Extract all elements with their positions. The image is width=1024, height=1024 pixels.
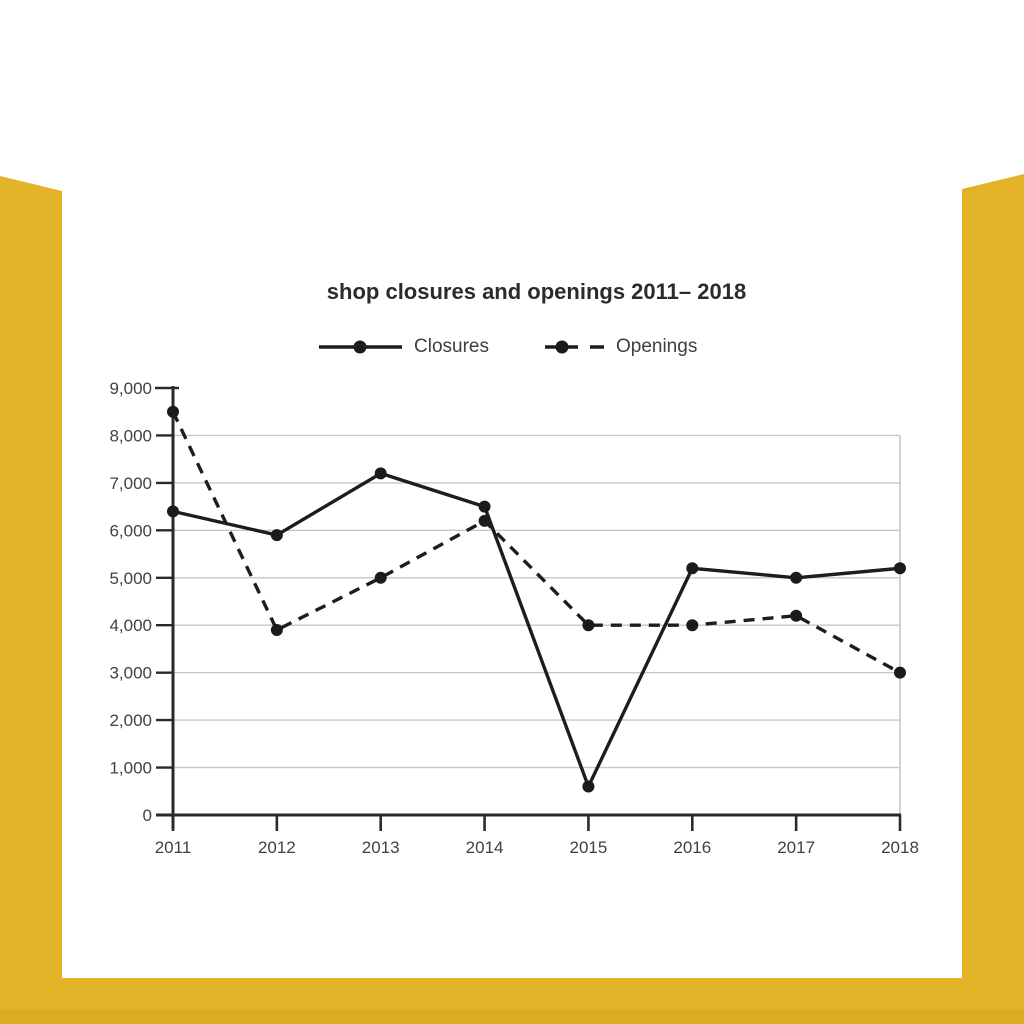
- data-point-closures-2012: [270, 529, 283, 542]
- y-tick-label: 3,000: [109, 664, 152, 683]
- data-point-openings-2011: [167, 405, 179, 418]
- x-tick-label: 2018: [881, 838, 919, 857]
- closures-solid-line-swatch: [319, 340, 402, 354]
- legend-item-openings: Openings: [544, 336, 697, 358]
- chart-title: shop closures and openings 2011– 2018: [326, 279, 747, 304]
- x-tick-label: 2013: [362, 838, 400, 857]
- x-tick-label: 2014: [466, 838, 504, 857]
- closures-line: [172, 471, 901, 789]
- y-tick-label: 7,000: [109, 474, 152, 493]
- data-point-openings-2017: [790, 609, 803, 622]
- data-point-openings-2016: [686, 619, 699, 632]
- data-point-openings-2014: [478, 514, 491, 527]
- data-point-closures-2013: [374, 467, 387, 480]
- y-tick-label: 9,000: [109, 379, 152, 398]
- data-point-openings-2012: [270, 623, 283, 636]
- y-tick-label: 8,000: [109, 426, 152, 445]
- data-point-openings-2018: [894, 666, 906, 679]
- legend-label-closures: Closures: [414, 336, 489, 357]
- x-tick-label: 2017: [777, 838, 815, 857]
- y-tick-label: 5,000: [109, 569, 152, 588]
- data-point-closures-2011: [167, 505, 179, 518]
- y-tick-label: 6,000: [109, 521, 152, 540]
- data-point-closures-2015: [582, 780, 595, 793]
- y-tick-label: 1,000: [109, 759, 152, 778]
- y-tick-label: 4,000: [109, 616, 152, 635]
- data-point-closures-2014: [478, 500, 491, 513]
- legend-label-openings: Openings: [615, 336, 698, 357]
- data-point-openings-2013: [374, 571, 387, 584]
- y-tick-label: 2,000: [109, 711, 152, 730]
- legend-item-closures: Closures: [318, 336, 489, 358]
- openings-line: [171, 410, 901, 675]
- x-tick-label: 2011: [155, 838, 192, 857]
- y-tick-label: 0: [143, 806, 152, 825]
- data-point-openings-2015: [582, 619, 595, 632]
- data-point-closures-2016: [686, 562, 699, 575]
- yellow-bottom-shade: [0, 1010, 1024, 1024]
- openings-dashed-line-swatch: [544, 340, 604, 354]
- x-tick-label: 2012: [258, 838, 296, 857]
- x-tick-label: 2015: [570, 838, 608, 857]
- chart-legend: Closures Openings: [318, 336, 697, 358]
- data-point-closures-2017: [790, 571, 803, 584]
- x-tick-label: 2016: [673, 838, 711, 857]
- data-point-closures-2018: [894, 562, 906, 575]
